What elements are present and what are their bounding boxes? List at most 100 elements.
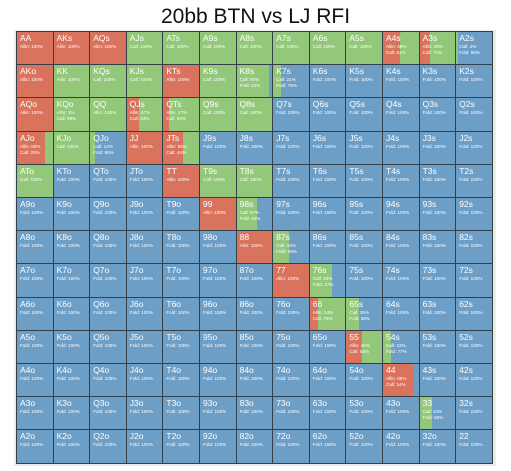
freq-bar-fold — [419, 364, 456, 397]
frequency-label: Fold: 100% — [312, 442, 337, 448]
hand-cell-A5s: A5s Call: 100% — [345, 31, 383, 66]
freq-bar-fold — [431, 397, 456, 430]
hand-cell-72o: 72o Fold: 100% — [272, 429, 310, 464]
hand-cell-63o: 63o Fold: 100% — [308, 396, 347, 431]
hand-cell-T4s: T4s Fold: 100% — [382, 163, 420, 198]
hand-label: K6o — [56, 298, 72, 309]
freq-bar-fold — [17, 198, 53, 231]
hand-cell-T7s: T7s Fold: 100% — [272, 163, 310, 198]
frequency-label: Fold: 100% — [129, 409, 154, 415]
hand-label: J6o — [129, 298, 144, 309]
hand-cell-53s: 53s Fold: 100% — [418, 329, 457, 364]
freq-bar-call — [17, 164, 53, 197]
frequency-label: Fold: 100% — [459, 376, 483, 381]
freq-bar-fold — [53, 297, 90, 330]
hand-cell-99: 99 Allin: 100% — [199, 197, 237, 232]
freq-bar-fold — [200, 430, 236, 463]
freq-bar-fold — [236, 397, 273, 430]
hand-label: 76o — [276, 298, 291, 309]
freq-bar-fold — [456, 98, 492, 131]
frequency-label: Fold: 43% — [239, 216, 261, 221]
hand-label: Q7s — [276, 99, 292, 110]
hand-cell-83o: 83o Fold: 100% — [235, 396, 274, 431]
frequency-label: Fold: 100% — [276, 309, 300, 315]
frequency-label: Fold: 100% — [422, 342, 446, 348]
freq-bar-call — [236, 164, 273, 197]
hand-label: 96o — [203, 298, 218, 309]
hand-label: J6s — [312, 132, 327, 143]
freq-bar-fold — [332, 264, 346, 297]
hand-cell-K5o: K5o Fold: 100% — [52, 329, 91, 364]
freq-bar-call — [273, 65, 281, 98]
hand-cell-K9s: K9s Call: 100% — [199, 64, 237, 99]
hand-label: 54s — [386, 331, 400, 342]
hand-label: Q4s — [386, 99, 402, 110]
frequency-label: Call: 100% — [239, 44, 262, 49]
frequency-label: Fold: 66% — [422, 415, 444, 421]
hand-cell-Q2o: Q2o Fold: 100% — [89, 429, 127, 464]
freq-bar-fold — [200, 330, 236, 363]
hand-cell-T6o: T6o Fold: 100% — [162, 296, 200, 331]
hand-label: J4o — [129, 365, 144, 375]
freq-bar-call — [456, 32, 458, 65]
freq-bar-fold — [53, 198, 90, 231]
hand-cell-Q2s: Q2s Fold: 100% — [455, 97, 493, 132]
hand-cell-QJs: QJs Allin: 67% Call: 33% — [125, 97, 164, 132]
hand-label: Q8o — [93, 232, 110, 243]
hand-label: T7s — [276, 165, 291, 176]
hand-label: KJs — [129, 66, 144, 77]
freq-bar-fold — [163, 264, 199, 297]
frequency-label: Call: 23% — [386, 342, 406, 348]
freq-bar-allin — [163, 98, 170, 131]
hand-label: J5s — [349, 132, 363, 143]
hand-cell-66: 66 Allin: 24% Call: 76% — [308, 296, 347, 331]
hand-cell-KTs: KTs Allin: 100% — [162, 64, 200, 99]
hand-label: 53o — [349, 398, 364, 409]
frequency-label: Call: 100% — [203, 176, 226, 182]
hand-label: T9s — [203, 165, 218, 176]
range-grid-frame: AA Allin: 100% AKs Allin: 100% AQs Allin: 100… — [14, 30, 496, 466]
frequency-label: Fold: 100% — [129, 243, 154, 249]
frequency-label: Call: 21% — [276, 77, 296, 83]
hand-label: A7s — [276, 33, 291, 43]
frequency-label: Fold: 100% — [349, 442, 373, 448]
frequency-label: Call: 100% — [166, 44, 189, 49]
hand-cell-KJo: KJo Call: 100% — [52, 130, 91, 165]
frequency-label: Fold: 100% — [93, 376, 117, 381]
freq-bar-fold — [309, 330, 346, 363]
hand-label: QTo — [93, 165, 109, 176]
freq-bar-fold — [456, 330, 492, 363]
hand-label: Q6o — [93, 298, 110, 309]
hand-cell-T8s: T8s Call: 100% — [235, 163, 274, 198]
hand-cell-74s: 74s Fold: 100% — [382, 263, 420, 298]
hand-cell-T9o: T9o Fold: 100% — [162, 197, 200, 232]
freq-bar-fold — [163, 330, 199, 363]
hand-cell-Q9s: Q9s Call: 100% — [199, 97, 237, 132]
hand-label: A4o — [20, 365, 36, 375]
hand-cell-K3s: K3s Fold: 100% — [418, 64, 457, 99]
hand-cell-K2o: K2o Fold: 100% — [52, 429, 91, 464]
freq-bar-fold — [126, 330, 163, 363]
frequency-label: Call: 55% — [349, 348, 370, 354]
frequency-label: Fold: 100% — [129, 309, 154, 315]
hand-label: T3s — [422, 165, 437, 176]
hand-cell-J2o: J2o Fold: 100% — [125, 429, 164, 464]
frequency-label: Fold: 100% — [203, 243, 227, 249]
freq-bar-call — [169, 98, 199, 131]
hand-label: 92s — [459, 199, 473, 209]
hand-cell-K6o: K6o Fold: 100% — [52, 296, 91, 331]
freq-bar-fold — [456, 364, 492, 397]
hand-label: 84s — [386, 232, 400, 243]
frequency-label: Fold: 100% — [203, 409, 227, 415]
hand-label: AJs — [129, 33, 144, 43]
hand-label: T8s — [239, 165, 254, 176]
freq-bar-fold — [383, 98, 419, 131]
freq-bar-fold — [419, 231, 456, 264]
freq-bar-fold — [90, 364, 126, 397]
frequency-label: Call: 100% — [93, 77, 116, 83]
freq-bar-fold — [346, 98, 382, 131]
freq-bar-allin — [163, 164, 199, 197]
frequency-label: Fold: 100% — [312, 243, 337, 249]
freq-bar-fold — [163, 198, 199, 231]
frequency-label: Fold: 100% — [166, 376, 190, 381]
